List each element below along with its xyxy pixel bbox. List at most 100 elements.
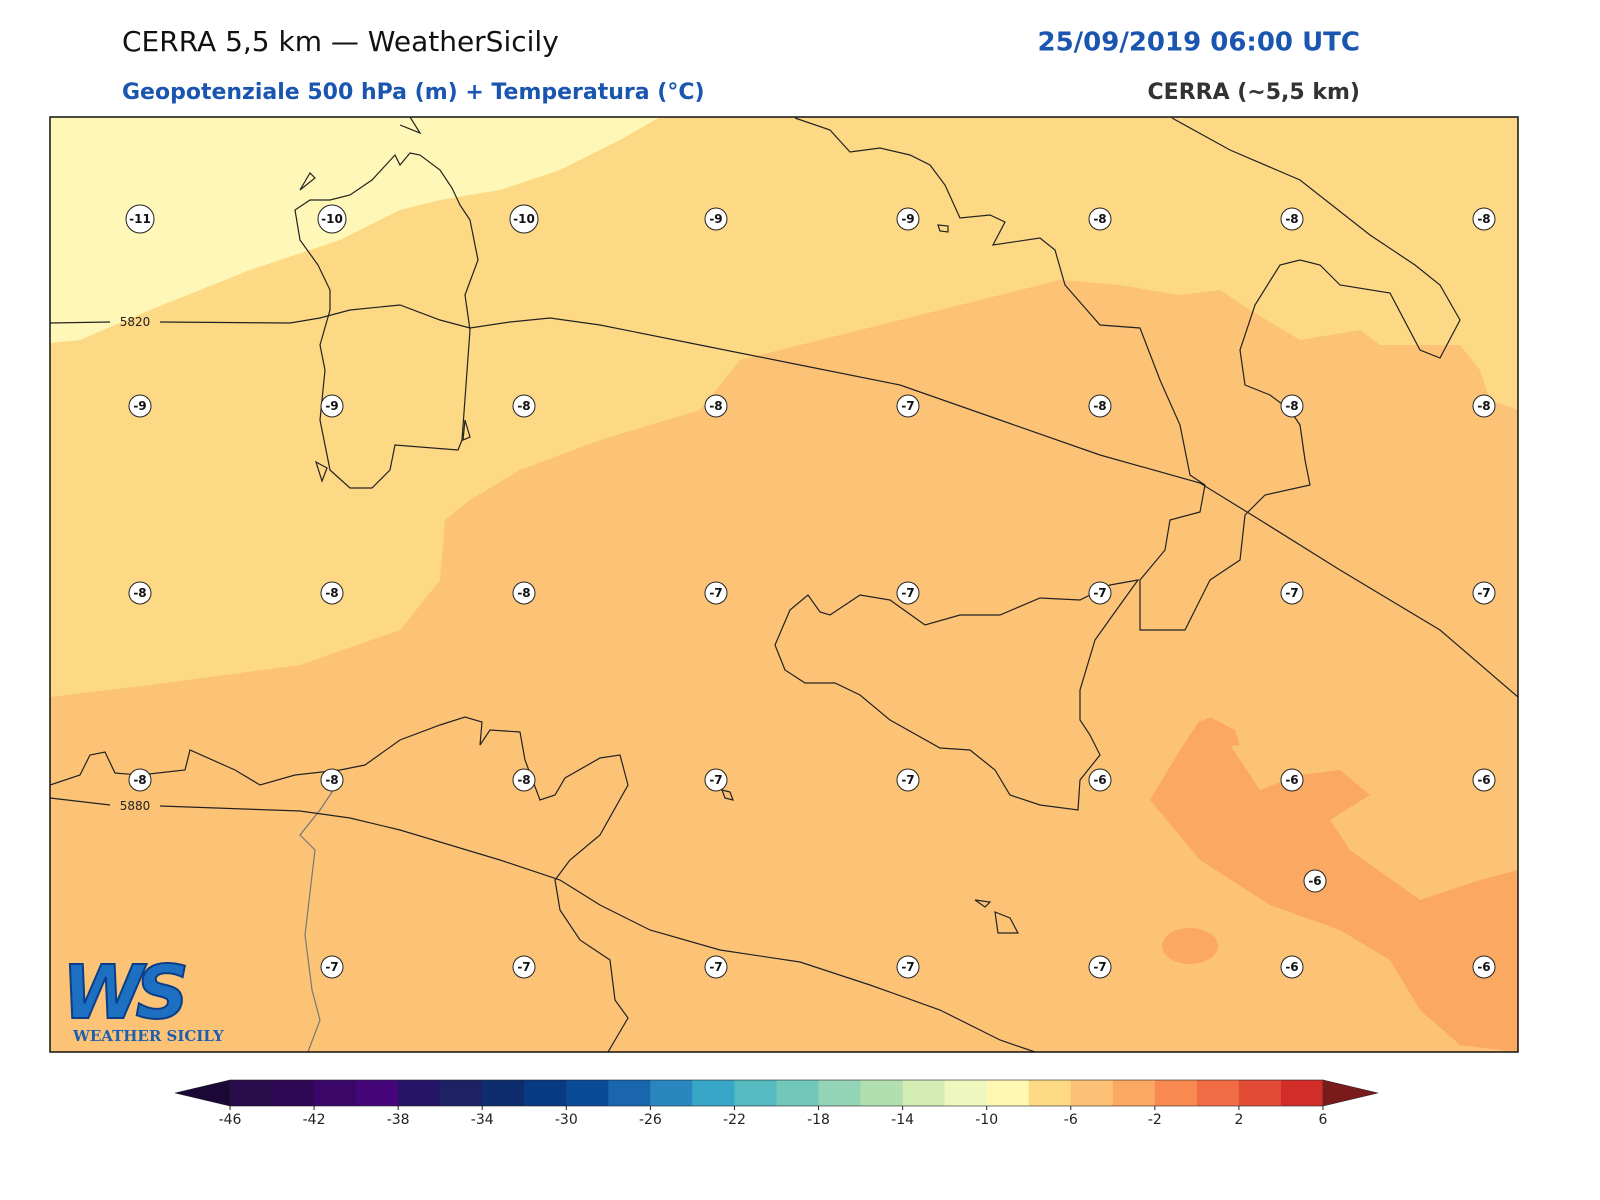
station-marker — [1088, 394, 1112, 418]
temperature-label: -9 — [325, 399, 338, 413]
colorbar-under — [174, 1079, 231, 1107]
temperature-label: -8 — [1477, 212, 1490, 226]
temperature-label: -7 — [709, 960, 722, 974]
map: 5820 5880 -11 -10 -10 -9 -9 -8 -8 -8 -9 -9 -8 -8 -7 -… — [50, 117, 1518, 1052]
colorbar-bin — [1196, 1080, 1240, 1106]
colorbar-tick-label: -26 — [639, 1112, 662, 1128]
temperature-label: -9 — [133, 399, 146, 413]
station-marker — [1472, 581, 1496, 605]
station-marker — [704, 581, 728, 605]
station-marker — [320, 394, 344, 418]
colorbar-frame — [229, 1079, 1324, 1107]
station-marker — [128, 581, 152, 605]
temperature-label: -7 — [901, 960, 914, 974]
station-marker — [1303, 869, 1327, 893]
colorbar-bin — [398, 1080, 441, 1106]
station-marker — [704, 955, 728, 979]
temperature-label: -7 — [517, 960, 530, 974]
temperature-label: -8 — [1285, 212, 1298, 226]
contour-label: 5820 — [120, 315, 151, 329]
temperature-label: -8 — [1477, 399, 1490, 413]
colorbar-tick-label: 6 — [1319, 1112, 1328, 1128]
temperature-label: -7 — [901, 399, 914, 413]
logo-mark: WS — [62, 950, 186, 1036]
title: CERRA 5,5 km — WeatherSicily — [122, 25, 559, 58]
temperature-label: -7 — [1285, 586, 1298, 600]
station-marker — [704, 768, 728, 792]
colorbar-tick-label: -34 — [471, 1112, 494, 1128]
colorbar-bin — [440, 1080, 483, 1106]
colorbar-tick-label: 2 — [1234, 1112, 1243, 1128]
station-marker — [1472, 768, 1496, 792]
field — [50, 117, 660, 343]
temperature-label: -8 — [709, 399, 722, 413]
contour-line — [50, 304, 1518, 698]
colorbar-bin — [1238, 1080, 1282, 1106]
colorbar-bin — [356, 1080, 399, 1106]
temperature-label: -6 — [1285, 773, 1298, 787]
coastline — [50, 716, 629, 1052]
station-marker — [125, 204, 155, 234]
station-marker — [1472, 955, 1496, 979]
temperature-label: -8 — [517, 399, 530, 413]
colorbar-tick-label: -46 — [219, 1112, 242, 1128]
colorbar-bin — [1112, 1080, 1156, 1106]
temperature-label: -8 — [517, 586, 530, 600]
logo-name: WEATHER SICILY — [72, 1027, 224, 1045]
temperature-label: -8 — [1285, 399, 1298, 413]
station-marker — [1088, 581, 1112, 605]
coastline — [399, 117, 422, 135]
station-marker — [512, 768, 536, 792]
field — [1150, 720, 1518, 1052]
temperature-label: -10 — [513, 212, 535, 226]
colorbar-bin — [818, 1080, 862, 1106]
colorbar-bin — [566, 1080, 609, 1106]
station-marker — [1088, 207, 1112, 231]
colorbar-bin — [902, 1080, 946, 1106]
temperature-label: -7 — [1093, 960, 1106, 974]
temperature-label: -8 — [133, 586, 146, 600]
station-marker — [896, 768, 920, 792]
field — [1195, 717, 1240, 748]
colorbar-bin — [734, 1080, 777, 1106]
logo: WS WEATHER SICILY — [61, 949, 224, 1045]
station-marker — [896, 955, 920, 979]
subtitle: Geopotenziale 500 hPa (m) + Temperatura … — [122, 80, 705, 105]
colorbar-over — [1322, 1079, 1379, 1107]
temperature-label: -11 — [129, 212, 151, 226]
temperature-label: -6 — [1093, 773, 1106, 787]
colorbar-bin — [860, 1080, 904, 1106]
colorbar-tick-label: -6 — [1064, 1112, 1078, 1128]
temperature-label: -6 — [1477, 960, 1490, 974]
temperature-label: -8 — [133, 773, 146, 787]
colorbar-bin — [272, 1080, 315, 1106]
colorbar-tick-label: -22 — [723, 1112, 746, 1128]
datetime: 25/09/2019 06:00 UTC — [1037, 28, 1360, 58]
colorbar: -46 -42 -38 -34 -30 -26 -22 -18 -14 -10 -6 -2 2 6 — [174, 1079, 1379, 1128]
temperature-label: -6 — [1308, 874, 1321, 888]
temperature-label: -10 — [321, 212, 343, 226]
map-frame — [49, 116, 1519, 1053]
station-marker — [320, 581, 344, 605]
station-marker — [704, 394, 728, 418]
colorbar-bin — [650, 1080, 693, 1106]
colorbar-bin — [1070, 1080, 1114, 1106]
station-marker — [317, 204, 347, 234]
station-marker — [1280, 394, 1304, 418]
station-marker — [128, 394, 152, 418]
colorbar-bin — [1028, 1080, 1072, 1106]
temperature-label: -8 — [1093, 399, 1106, 413]
temperature-label: -7 — [709, 773, 722, 787]
station-marker — [512, 394, 536, 418]
temperature-label: -8 — [1093, 212, 1106, 226]
station-marker — [1088, 955, 1112, 979]
temperature-label: -7 — [325, 960, 338, 974]
colorbar-tick-label: -18 — [807, 1112, 830, 1128]
colorbar-bin — [776, 1080, 820, 1106]
colorbar-bin — [230, 1080, 273, 1106]
field — [1162, 928, 1218, 964]
station-marker — [1280, 207, 1304, 231]
temperature-label: -9 — [901, 212, 914, 226]
station-marker — [320, 955, 344, 979]
station-marker — [1472, 207, 1496, 231]
